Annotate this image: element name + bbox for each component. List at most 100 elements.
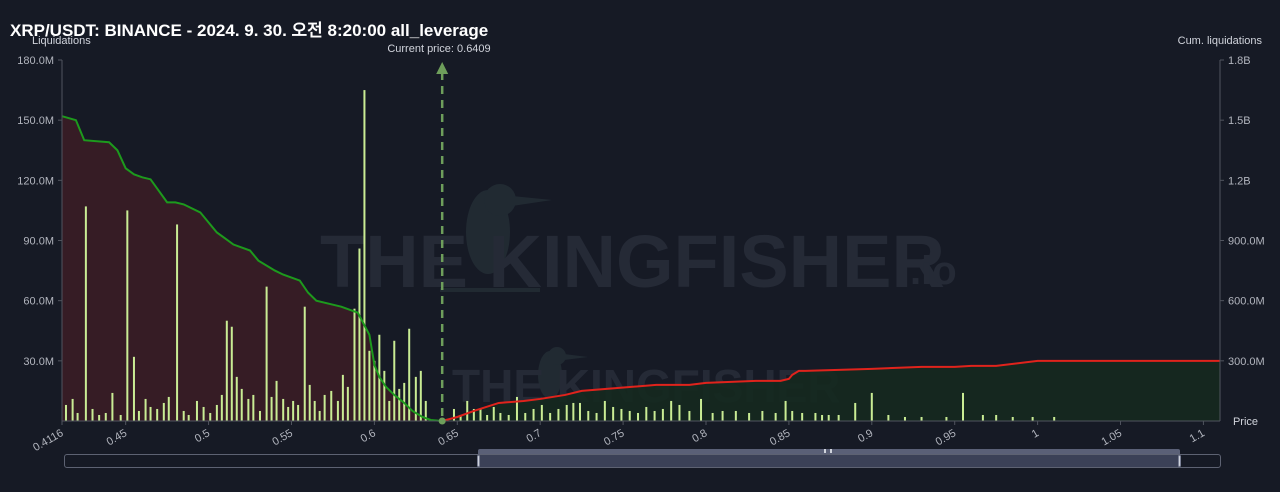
liquidation-bar xyxy=(393,340,396,421)
liquidation-bar xyxy=(91,408,94,421)
y2-tick-label: 1.8B xyxy=(1228,55,1251,67)
liquidation-bar xyxy=(1053,416,1056,421)
liquidation-bar xyxy=(76,412,79,421)
liquidation-bar xyxy=(149,406,152,421)
liquidation-bar xyxy=(557,408,560,421)
y-tick-label: 60.0M xyxy=(23,296,54,308)
liquidation-bar xyxy=(499,412,502,421)
liquidation-bar xyxy=(98,414,101,421)
liquidation-bar xyxy=(388,400,391,421)
liquidation-bar xyxy=(670,400,673,421)
liquidation-bar xyxy=(1031,416,1034,421)
liquidation-bar xyxy=(137,410,140,421)
liquidation-bar xyxy=(688,410,691,421)
liquidation-bar xyxy=(270,396,273,421)
liquidation-bar xyxy=(119,414,122,421)
liquidation-bar xyxy=(64,404,67,421)
liquidation-bar xyxy=(252,394,255,421)
long-cum-line xyxy=(61,115,443,422)
x-tick-label: 1.1 xyxy=(1188,427,1207,445)
liquidation-bar xyxy=(220,394,223,421)
short-cum-area xyxy=(442,360,1220,421)
liquidation-bar xyxy=(661,408,664,421)
y-tick-label: 30.0M xyxy=(23,356,54,368)
liquidation-bar xyxy=(515,396,518,421)
liquidation-bar xyxy=(814,412,817,421)
y2-tick-label: 600.0M xyxy=(1228,296,1265,308)
liquidation-bar xyxy=(452,408,455,421)
liquidation-bar xyxy=(292,400,295,421)
liquidation-bar xyxy=(801,412,804,421)
liquidation-bar xyxy=(711,412,714,421)
liquidation-bar xyxy=(225,320,228,421)
liquidation-bar xyxy=(419,370,422,421)
liquidation-bar xyxy=(104,412,107,421)
liquidation-bar xyxy=(336,400,339,421)
navigator-selection[interactable] xyxy=(478,455,1180,467)
liquidation-bar xyxy=(903,416,906,421)
liquidation-bar xyxy=(303,306,306,421)
liquidation-bar xyxy=(182,410,185,421)
y2-axis-title: Cum. liquidations xyxy=(1178,35,1263,47)
liquidation-bar xyxy=(492,406,495,421)
liquidation-bar xyxy=(678,404,681,421)
liquidation-bar xyxy=(167,396,170,421)
liquidation-bar xyxy=(258,410,261,421)
liquidation-bar xyxy=(323,394,326,421)
liquidation-bar xyxy=(346,386,349,421)
liquidation-bar xyxy=(313,400,316,421)
x-tick-label: 1.05 xyxy=(1099,427,1124,448)
liquidation-bar xyxy=(383,370,386,421)
x-tick-label: 0.95 xyxy=(934,427,959,448)
navigator-grip-icon[interactable] xyxy=(824,449,832,453)
x-tick-label: 0.6 xyxy=(359,427,378,445)
liquidation-bar xyxy=(215,404,218,421)
watermark-suffix: .io xyxy=(910,249,957,293)
liquidation-bar xyxy=(459,414,462,421)
liquidation-bar xyxy=(230,326,233,421)
liquidation-bar xyxy=(144,398,147,421)
liquidation-bar xyxy=(700,398,703,421)
liquidation-bar xyxy=(532,408,535,421)
liquidation-bar xyxy=(330,390,333,421)
liquidation-bar xyxy=(540,404,543,421)
liquidation-bar xyxy=(774,412,777,421)
liquidation-bar xyxy=(870,392,873,421)
range-navigator[interactable] xyxy=(64,449,1221,468)
liquidation-bar xyxy=(265,286,268,421)
y2-tick-label: 900.0M xyxy=(1228,236,1265,248)
current-price-marker xyxy=(436,62,449,425)
navigator-right-handle[interactable] xyxy=(1178,455,1181,467)
y-tick-label: 180.0M xyxy=(17,55,54,67)
liquidation-bar xyxy=(887,414,890,421)
liquidation-bar xyxy=(645,406,648,421)
liquidation-bar xyxy=(637,412,640,421)
liquidation-bar xyxy=(424,400,427,421)
y-tick-label: 120.0M xyxy=(17,175,54,187)
y2-tick-label: 1.5B xyxy=(1228,115,1251,127)
liquidation-bar xyxy=(297,404,300,421)
x-tick-label: 0.75 xyxy=(602,427,627,448)
liquidation-bar xyxy=(202,406,205,421)
y-tick-label: 90.0M xyxy=(23,236,54,248)
y2-tick-label: 300.0M xyxy=(1228,356,1265,368)
x-tick-label: 0.85 xyxy=(768,427,793,448)
liquidation-bar xyxy=(995,414,998,421)
liquidation-bar xyxy=(176,224,179,421)
liquidation-bar xyxy=(565,404,568,421)
liquidation-bar xyxy=(247,398,250,421)
liquidation-bar xyxy=(209,412,212,421)
navigator-scrollbar[interactable] xyxy=(478,449,1180,454)
liquidation-bar xyxy=(363,90,366,421)
liquidation-bar xyxy=(486,414,489,421)
navigator-left-handle[interactable] xyxy=(477,455,480,467)
liquidation-bar xyxy=(1011,416,1014,421)
liquidation-bar xyxy=(235,376,238,421)
kingfisher-logo-small-icon xyxy=(538,347,588,399)
x-tick-label: 0.7 xyxy=(524,427,543,445)
x-tick-label: 0.65 xyxy=(436,427,461,448)
short-cum-line xyxy=(441,359,1220,422)
liquidation-bar xyxy=(961,392,964,421)
liquidation-bar xyxy=(854,402,857,421)
